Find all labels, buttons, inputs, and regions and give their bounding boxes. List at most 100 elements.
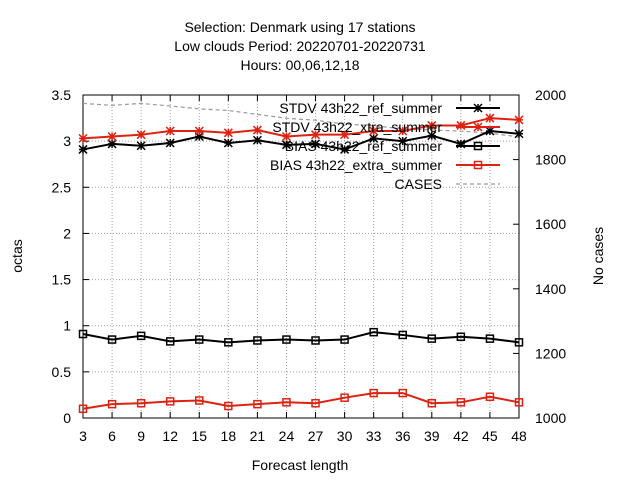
x-tick-label: 15	[191, 428, 207, 444]
data-point	[514, 129, 524, 139]
data-point	[514, 338, 524, 347]
series-4	[82, 102, 520, 138]
data-point	[369, 133, 379, 143]
x-tick-label: 6	[108, 428, 116, 444]
series-line	[82, 129, 520, 151]
data-point	[311, 130, 321, 140]
data-point	[485, 334, 495, 343]
x-tick-label: 12	[162, 428, 178, 444]
x-tick-label: 33	[366, 428, 382, 444]
chart-title-line-1: Selection: Denmark using 17 stations	[184, 19, 415, 35]
plot-area	[78, 102, 524, 414]
data-point	[136, 398, 146, 408]
x-tick-label: 30	[337, 428, 353, 444]
data-point	[485, 113, 495, 123]
data-point	[398, 388, 407, 398]
data-point	[282, 398, 291, 407]
y-tick-label: 3	[63, 133, 71, 149]
data-point	[165, 138, 175, 148]
data-point	[107, 131, 117, 142]
y2-tick-label: 1600	[535, 216, 566, 232]
legend-entry: CASES	[395, 176, 500, 192]
data-point	[78, 329, 88, 339]
data-point	[224, 338, 233, 347]
data-point	[281, 140, 291, 150]
data-point	[78, 144, 88, 154]
x-tick-label: 18	[221, 428, 237, 444]
legend: STDV 43h22_ref_summer STDV 43h22_xtra_sum…	[270, 100, 500, 192]
y-axis-label: octas	[9, 239, 25, 272]
data-point	[253, 336, 262, 345]
series-2	[78, 327, 524, 347]
data-point	[514, 398, 524, 407]
y-tick-label: 3.5	[52, 87, 72, 103]
y2-axis-label: No cases	[590, 227, 606, 285]
legend-label: STDV 43h22_ref_summer	[279, 100, 442, 116]
grid	[83, 95, 519, 418]
y2-tick-label: 1400	[535, 281, 566, 297]
data-point	[398, 330, 407, 340]
data-point	[194, 131, 204, 142]
data-point	[398, 136, 408, 146]
data-point	[485, 392, 495, 402]
data-point	[427, 334, 437, 343]
legend-entry: STDV 43h22_xtra_summer	[272, 119, 500, 135]
legend-marker	[473, 122, 483, 132]
data-point	[136, 141, 146, 151]
data-point	[252, 135, 262, 145]
data-point	[398, 126, 408, 136]
data-point	[281, 131, 291, 142]
legend-entry: BIAS 43h22_extra_summer	[270, 157, 500, 173]
legend-marker	[473, 103, 483, 113]
data-point	[165, 337, 175, 346]
data-point	[456, 398, 466, 407]
data-point	[165, 397, 175, 406]
x-axis-label: Forecast length	[252, 457, 349, 473]
legend-label: CASES	[395, 176, 442, 192]
x-tick-label: 42	[453, 428, 469, 444]
data-point	[223, 128, 233, 138]
data-point	[253, 399, 262, 409]
x-tick-label: 21	[250, 428, 266, 444]
y-tick-label: 2.5	[52, 179, 72, 195]
data-point	[485, 126, 495, 136]
chart-title: Selection: Denmark using 17 stations Low…	[174, 19, 426, 73]
data-point	[369, 327, 378, 337]
data-point	[107, 139, 117, 149]
legend-label: BIAS 43h22_ref_summer	[285, 138, 443, 154]
x-tick-label: 24	[279, 428, 295, 444]
data-point	[165, 126, 175, 136]
legend-label: BIAS 43h22_extra_summer	[270, 157, 442, 173]
data-point	[456, 120, 466, 130]
data-point	[340, 130, 350, 140]
y-tick-label: 2	[63, 225, 71, 241]
data-point	[456, 139, 466, 149]
data-point	[427, 131, 437, 141]
data-point	[311, 398, 320, 408]
data-point	[195, 335, 204, 344]
data-point	[78, 133, 88, 143]
data-point	[369, 388, 378, 398]
y-tick-label: 1.5	[52, 272, 72, 288]
data-point	[311, 336, 320, 345]
series-0	[78, 126, 524, 154]
data-point	[223, 138, 233, 148]
data-point	[136, 130, 146, 140]
series-line	[82, 117, 520, 140]
data-point	[195, 396, 204, 405]
data-point	[340, 144, 350, 154]
series-1	[78, 113, 524, 143]
data-point	[456, 332, 466, 342]
legend-entry: STDV 43h22_ref_summer	[279, 100, 500, 116]
data-point	[224, 401, 233, 411]
y2-tick-label: 1800	[535, 152, 566, 168]
series-line	[82, 392, 520, 410]
y2-tick-label: 1200	[535, 345, 566, 361]
axes: 3 6 9 12 15 18 21 24 27 30 33 36 39 42 45 4800.511.522.…	[52, 87, 567, 444]
legend-entry: BIAS 43h22_ref_summer	[285, 138, 500, 154]
y-tick-label: 1	[63, 318, 71, 334]
x-tick-label: 3	[79, 428, 87, 444]
chart-title-line-2: Low clouds Period: 20220701-20220731	[174, 38, 426, 54]
x-tick-label: 36	[395, 428, 411, 444]
